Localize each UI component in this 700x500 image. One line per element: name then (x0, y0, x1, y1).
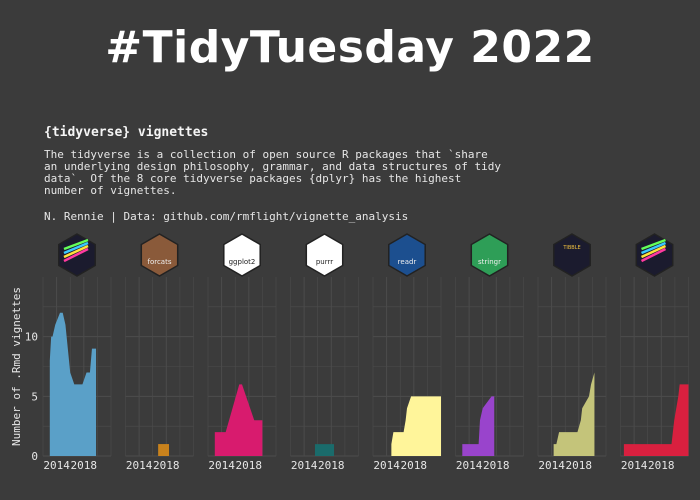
stringr-hex-logo: stringr (470, 233, 509, 277)
chart-title: {tidyverse} vignettes (44, 125, 209, 140)
logo-label: forcats (147, 258, 171, 266)
logo-stripe (63, 247, 89, 263)
panel-forcats: 2014 2018 forcats (125, 233, 194, 472)
x-tick-label: 2014 (373, 459, 400, 472)
panel-purrr: 2014 2018 purrr (290, 233, 359, 472)
subtitle-line: number of vignettes. (44, 184, 177, 197)
logo-label: stringr (478, 258, 501, 266)
x-tick-label: 2018 (401, 459, 428, 472)
hex-shape (140, 233, 179, 277)
area-ggplot2 (214, 384, 263, 456)
purrr-hex-logo: purrr (305, 233, 344, 277)
logo-stripe (641, 241, 666, 255)
forcats-hex-logo: forcats (140, 233, 179, 277)
panel-readr: 2014 2018 readr (372, 233, 442, 472)
logo-stripe (63, 238, 89, 251)
tidyr-hex-logo (635, 233, 674, 277)
x-tick-label: 2014 (43, 459, 70, 472)
logo-stripe (640, 244, 667, 259)
y-tick-label: 10 (25, 331, 38, 344)
subtitle-line: The tidyverse is a collection of open so… (44, 148, 488, 161)
chart-subtitle: The tidyverse is a collection of open so… (44, 149, 564, 197)
dplyr-hex-logo (58, 233, 96, 277)
x-tick-label: 2018 (153, 459, 180, 472)
subtitle-line: an underlying design philosophy, grammar… (44, 160, 501, 173)
area-readr (391, 396, 441, 456)
x-tick-label: 2014 (126, 459, 153, 472)
tibble-hex-logo: TIBBLE (553, 233, 591, 277)
area-purrr (314, 444, 335, 456)
hex-shape (305, 233, 344, 277)
logo-label: TIBBLE (562, 245, 580, 251)
x-tick-label: 2018 (566, 459, 593, 472)
y-axis-label: Number of .Rmd vignettes (10, 287, 23, 446)
logo-stripe (63, 244, 89, 259)
chart-caption: N. Rennie | Data: github.com/rmflight/vi… (44, 210, 409, 223)
x-tick-label: 2018 (236, 459, 263, 472)
logo-stripe (640, 247, 667, 263)
logo-label: readr (398, 258, 417, 266)
panel-tidyr: 2014 2018 (620, 233, 689, 472)
x-tick-label: 2014 (621, 459, 648, 472)
hex-shape (470, 233, 509, 277)
area-dplyr (49, 312, 97, 456)
x-tick-label: 2018 (318, 459, 345, 472)
y-tick-label: 5 (31, 390, 38, 403)
area-tidyr (623, 384, 689, 456)
hex-shape (553, 233, 591, 277)
logo-label: purrr (316, 258, 333, 266)
readr-hex-logo: readr (388, 233, 426, 277)
logo-stripe (63, 241, 89, 255)
x-tick-label: 2014 (538, 459, 565, 472)
panel-ggplot2: 2014 2018 ggplot2 (207, 233, 277, 472)
panel-dplyr: 2014 2018 (42, 233, 112, 472)
hex-shape (223, 233, 261, 277)
hex-shape (388, 233, 426, 277)
page-title: #TidyTuesday 2022 (105, 22, 595, 73)
area-stringr (462, 396, 495, 456)
area-forcats (158, 444, 170, 456)
x-tick-label: 2018 (483, 459, 510, 472)
x-tick-label: 2018 (71, 459, 98, 472)
panel-tibble: 2014 2018 TIBBLE (537, 233, 607, 472)
ggplot2-hex-logo: ggplot2 (223, 233, 261, 277)
area-tibble (553, 372, 595, 456)
logo-label: ggplot2 (229, 258, 256, 266)
x-tick-label: 2018 (648, 459, 675, 472)
x-tick-label: 2014 (208, 459, 235, 472)
y-tick-label: 0 (31, 450, 38, 463)
x-tick-label: 2014 (456, 459, 483, 472)
logo-stripe (641, 238, 666, 251)
panel-stringr: 2014 2018 stringr (455, 233, 524, 472)
subtitle-line: data`. Of the 8 core tidyverse packages … (44, 172, 462, 185)
x-tick-label: 2014 (291, 459, 318, 472)
